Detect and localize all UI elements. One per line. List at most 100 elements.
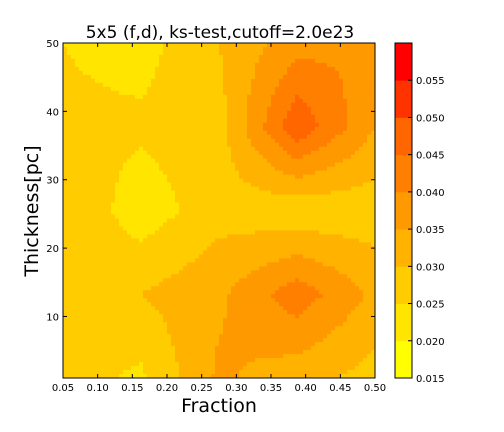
contour-cell bbox=[183, 210, 188, 216]
contour-cell bbox=[123, 146, 128, 152]
contour-cell bbox=[251, 198, 256, 204]
contour-cell bbox=[219, 214, 224, 220]
contour-cell bbox=[171, 114, 176, 120]
contour-cell bbox=[307, 246, 312, 251]
contour-cell bbox=[131, 202, 136, 208]
contour-cell bbox=[355, 158, 360, 164]
contour-cell bbox=[311, 178, 316, 184]
contour-cell bbox=[135, 130, 140, 136]
contour-cell bbox=[163, 66, 168, 72]
contour-cell bbox=[231, 86, 236, 92]
contour-cell bbox=[183, 202, 188, 208]
contour-cell bbox=[359, 194, 364, 200]
contour-cell bbox=[307, 126, 312, 132]
contour-cell bbox=[167, 234, 172, 240]
contour-cell bbox=[163, 94, 168, 100]
contour-cell bbox=[331, 82, 336, 88]
contour-cell bbox=[171, 110, 176, 116]
contour-cell bbox=[143, 62, 148, 68]
contour-cell bbox=[287, 150, 292, 156]
contour-cell bbox=[83, 98, 88, 104]
contour-cell bbox=[127, 278, 132, 283]
contour-cell bbox=[123, 54, 128, 60]
contour-cell bbox=[299, 202, 304, 208]
contour-cell bbox=[107, 58, 112, 64]
contour-cell bbox=[259, 170, 264, 176]
contour-cell bbox=[363, 166, 368, 172]
contour-cell bbox=[199, 102, 204, 108]
contour-cell bbox=[331, 146, 336, 152]
contour-cell bbox=[199, 218, 204, 224]
contour-cell bbox=[331, 138, 336, 144]
contour-cell bbox=[67, 70, 72, 76]
contour-cell bbox=[211, 214, 216, 220]
contour-cell bbox=[331, 102, 336, 108]
contour-cell bbox=[223, 86, 228, 92]
contour-cell bbox=[223, 206, 228, 212]
contour-cell bbox=[335, 218, 340, 224]
contour-cell bbox=[319, 230, 324, 236]
contour-cell bbox=[239, 62, 244, 68]
contour-cell bbox=[79, 190, 84, 196]
contour-cell bbox=[227, 270, 232, 275]
contour-cell bbox=[155, 158, 160, 164]
contour-cell bbox=[123, 222, 128, 228]
contour-cell bbox=[63, 130, 68, 136]
contour-cell bbox=[123, 43, 128, 48]
contour-cell bbox=[139, 106, 144, 112]
contour-cell bbox=[371, 46, 375, 52]
contour-cell bbox=[363, 186, 368, 192]
contour-cell bbox=[127, 142, 132, 148]
contour-cell bbox=[179, 106, 184, 112]
contour-cell bbox=[363, 90, 368, 96]
contour-cell bbox=[63, 198, 68, 204]
contour-cell bbox=[259, 98, 264, 104]
contour-cell bbox=[67, 74, 72, 80]
contour-cell bbox=[259, 246, 264, 251]
contour-cell bbox=[171, 270, 176, 275]
contour-cell bbox=[163, 282, 168, 287]
contour-cell bbox=[155, 90, 160, 96]
contour-cell bbox=[323, 282, 328, 287]
contour-cell bbox=[335, 194, 340, 200]
contour-cell bbox=[187, 62, 192, 68]
contour-cell bbox=[199, 58, 204, 64]
contour-cell bbox=[351, 50, 356, 56]
contour-cell bbox=[187, 118, 192, 124]
contour-cell bbox=[335, 270, 340, 275]
contour-cell bbox=[263, 278, 268, 283]
contour-cell bbox=[343, 154, 348, 160]
contour-cell bbox=[351, 282, 356, 287]
contour-cell bbox=[191, 170, 196, 176]
contour-cell bbox=[107, 262, 112, 267]
contour-cell bbox=[367, 206, 372, 212]
contour-cell bbox=[327, 166, 332, 172]
contour-cell bbox=[67, 46, 72, 52]
contour-cell bbox=[171, 210, 176, 216]
contour-cell bbox=[71, 222, 76, 228]
contour-cell bbox=[91, 70, 96, 76]
contour-cell bbox=[279, 294, 284, 299]
contour-cell bbox=[183, 262, 188, 267]
contour-cell bbox=[207, 126, 212, 132]
contour-cell bbox=[227, 154, 232, 160]
contour-cell bbox=[243, 142, 248, 148]
contour-cell bbox=[287, 214, 292, 220]
contour-cell bbox=[283, 266, 288, 271]
contour-cell bbox=[215, 54, 220, 60]
contour-cell bbox=[295, 78, 300, 84]
contour-cell bbox=[163, 182, 168, 188]
contour-cell bbox=[75, 90, 80, 96]
contour-cell bbox=[219, 250, 224, 255]
contour-cell bbox=[83, 182, 88, 188]
contour-cell bbox=[331, 222, 336, 228]
contour-cell bbox=[179, 50, 184, 56]
contour-cell bbox=[259, 174, 264, 180]
contour-cell bbox=[227, 230, 232, 236]
contour-cell bbox=[251, 122, 256, 128]
contour-cell bbox=[355, 142, 360, 148]
contour-cell bbox=[287, 266, 292, 271]
contour-cell bbox=[319, 150, 324, 156]
contour-cell bbox=[91, 122, 96, 128]
contour-cell bbox=[255, 46, 260, 52]
